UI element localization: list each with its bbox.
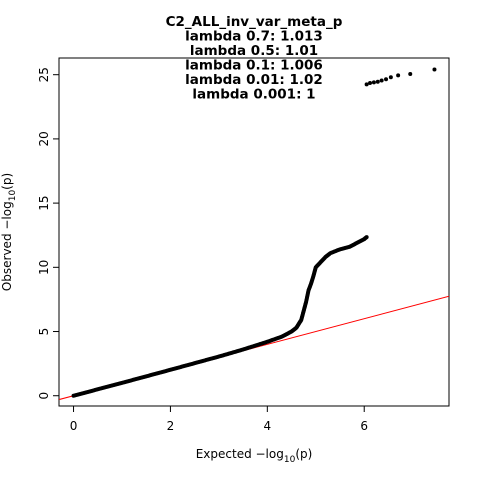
data-point xyxy=(379,78,384,83)
title-line: lambda 0.7: 1.013 xyxy=(185,29,323,45)
y-tick-label: 5 xyxy=(37,328,51,336)
data-point xyxy=(364,235,369,240)
data-point xyxy=(396,73,401,78)
y-tick-label: 10 xyxy=(37,260,51,275)
y-axis-label-prefix: Observed −log xyxy=(0,201,14,291)
data-point xyxy=(388,75,393,80)
x-tick-label: 4 xyxy=(264,419,272,433)
y-tick-label: 25 xyxy=(37,67,51,82)
x-tick-label: 6 xyxy=(360,419,368,433)
x-tick-label: 0 xyxy=(70,419,78,433)
y-tick-label: 20 xyxy=(37,131,51,146)
title-line: lambda 0.001: 1 xyxy=(192,87,315,103)
x-axis-label: Expected −log10(p) xyxy=(196,447,313,465)
title-line: lambda 0.5: 1.01 xyxy=(190,43,318,59)
x-axis-label-sub: 10 xyxy=(284,455,296,465)
title-line: lambda 0.01: 1.02 xyxy=(185,72,323,88)
data-point xyxy=(384,77,389,82)
x-tick-label: 2 xyxy=(167,419,175,433)
x-axis-label-prefix: Expected −log xyxy=(196,447,284,461)
data-point xyxy=(408,72,413,77)
y-axis-label: Observed −log10(p) xyxy=(0,173,18,291)
data-point xyxy=(375,79,380,84)
plot-frame xyxy=(58,57,450,407)
y-axis: 0 5 10 15 20 25 xyxy=(37,67,60,400)
y-tick-label: 15 xyxy=(37,195,51,210)
title-line: C2_ALL_inv_var_meta_p xyxy=(166,14,343,30)
x-axis-label-suffix: (p) xyxy=(295,447,312,461)
data-points xyxy=(71,67,437,398)
data-point xyxy=(368,81,373,86)
x-axis: 0 2 4 6 xyxy=(70,405,368,433)
y-axis-label-suffix: (p) xyxy=(0,173,14,190)
y-tick-label: 0 xyxy=(37,392,51,400)
data-point xyxy=(432,67,437,72)
data-point xyxy=(364,82,369,87)
title-line: lambda 0.1: 1.006 xyxy=(185,58,323,74)
y-axis-label-sub: 10 xyxy=(8,190,18,202)
data-point xyxy=(371,80,376,85)
